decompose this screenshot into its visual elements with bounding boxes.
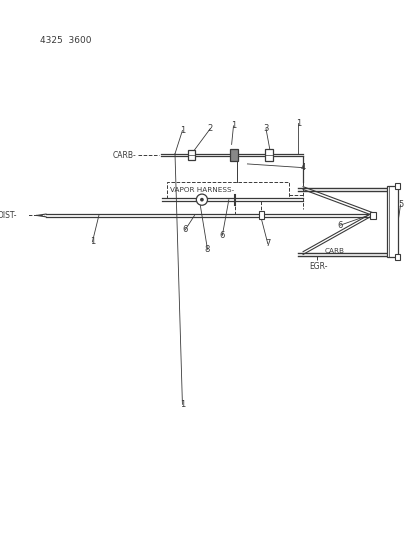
Bar [387, 186, 398, 257]
Text: 1: 1 [90, 237, 95, 246]
Text: 8: 8 [205, 245, 210, 254]
Text: 3: 3 [263, 124, 268, 133]
Text: DIST-: DIST- [0, 211, 16, 220]
Text: VAPOR HARNESS-: VAPOR HARNESS- [171, 187, 235, 193]
Text: 5: 5 [398, 200, 403, 209]
Text: EGR-: EGR- [310, 262, 328, 271]
Text: 1: 1 [180, 400, 185, 409]
Bar [265, 149, 273, 161]
Text: 4: 4 [300, 163, 306, 172]
Bar [395, 254, 400, 260]
Bar [166, 182, 289, 198]
Text: 1: 1 [296, 118, 301, 127]
Bar [370, 212, 375, 219]
Text: 4325  3600: 4325 3600 [40, 36, 92, 45]
Text: 1: 1 [231, 122, 236, 131]
Text: 7: 7 [265, 239, 271, 248]
Circle shape [196, 194, 208, 205]
Circle shape [200, 198, 204, 201]
Text: 2: 2 [208, 124, 213, 133]
Text: CARB-: CARB- [112, 151, 136, 159]
Text: 1: 1 [180, 126, 185, 135]
Bar [259, 211, 264, 219]
Text: 6: 6 [182, 225, 188, 235]
Text: 6: 6 [337, 221, 343, 230]
Text: 6: 6 [220, 231, 225, 240]
Bar [188, 150, 195, 160]
Text: CARB: CARB [324, 248, 344, 254]
Bar [395, 183, 400, 189]
Bar [230, 149, 238, 161]
